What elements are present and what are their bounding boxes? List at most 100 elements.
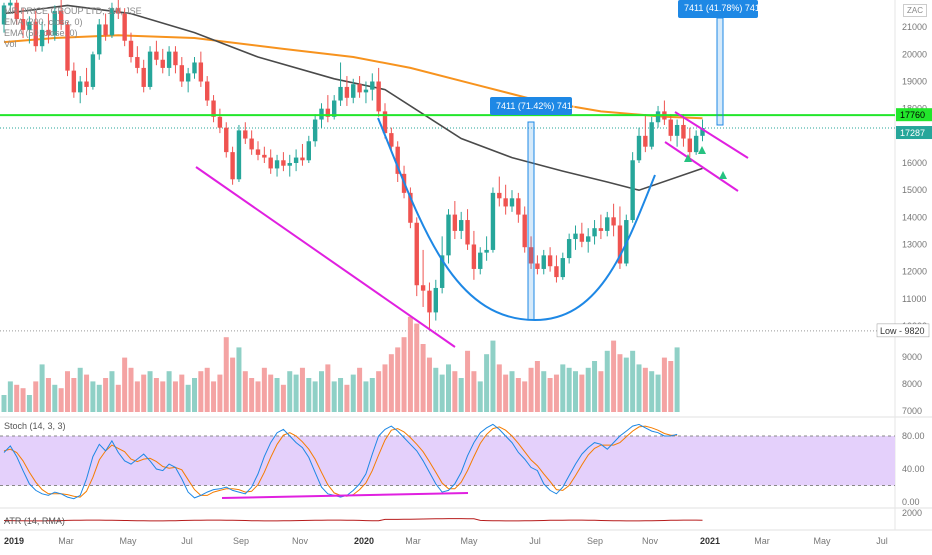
volume-bar — [147, 371, 153, 412]
candle-body — [522, 214, 527, 248]
volume-bar — [115, 384, 121, 412]
price-tick-label: 12000 — [902, 267, 927, 277]
volume-bar — [642, 367, 648, 412]
candle-body — [160, 59, 165, 68]
candle-body — [681, 124, 686, 139]
volume-bar — [134, 381, 140, 412]
volume-bar — [465, 350, 471, 412]
x-tick-label: 2019 — [4, 536, 24, 546]
candle-body — [243, 130, 248, 139]
price-tick-label: 14000 — [902, 212, 927, 222]
volume-bar — [477, 381, 483, 412]
volume-bar — [363, 381, 369, 412]
candle-body — [90, 54, 96, 87]
volume-bar — [471, 371, 477, 412]
candle-body — [224, 127, 229, 153]
volume-bar — [509, 371, 515, 412]
candle-body — [497, 192, 502, 199]
volume-bar — [452, 371, 458, 412]
price-tag-last: 17287 — [900, 128, 925, 138]
volume-bar — [503, 374, 509, 412]
candle-body — [586, 236, 591, 242]
volume-bar — [274, 378, 280, 412]
volume-bar — [547, 378, 553, 412]
volume-bar — [541, 371, 547, 412]
volume-bar — [223, 337, 229, 412]
measure-box-1 — [527, 121, 535, 321]
candle-body — [674, 124, 680, 136]
candle-body — [408, 192, 413, 223]
candle-body — [211, 100, 216, 117]
volume-bar — [261, 367, 267, 412]
volume-bar — [420, 344, 426, 412]
chart-legend: MR PRICE GROUP LTD, 1W, JSE EMA (200, cl… — [4, 6, 142, 50]
candle-body — [668, 119, 673, 136]
candle-body — [395, 146, 400, 174]
candle-body — [478, 252, 483, 269]
candle-body — [643, 135, 648, 147]
volume-bar — [560, 364, 566, 412]
candle-body — [700, 128, 705, 136]
volume-bar — [236, 347, 242, 412]
candle-body — [427, 290, 432, 313]
stoch-divergence-line — [221, 492, 469, 499]
candle-body — [649, 122, 654, 147]
candle-body — [687, 138, 692, 153]
candle-body — [97, 24, 102, 55]
volume-bar — [668, 361, 674, 412]
candle-body — [566, 239, 572, 259]
volume-bar — [192, 378, 197, 412]
stoch-tick-label: 80.00 — [902, 431, 925, 441]
volume-tick-label: 8000 — [902, 379, 922, 389]
atr-line — [3, 518, 703, 522]
volume-bar — [77, 367, 83, 412]
measure-label-2: 7411 (41.78%) 7411 — [684, 3, 764, 13]
price-tick-label: 20000 — [902, 49, 927, 59]
volume-bar — [26, 395, 32, 412]
volume-bar — [172, 381, 178, 412]
volume-bar — [58, 388, 64, 412]
volume-bar — [350, 374, 356, 412]
candle-body — [249, 138, 254, 150]
candle-body — [655, 111, 661, 123]
candle-body — [300, 157, 305, 161]
candle-body — [338, 86, 343, 101]
downtrend-line — [195, 166, 456, 348]
candle-body — [14, 2, 19, 20]
volume-bar — [344, 384, 350, 412]
candle-body — [262, 154, 267, 158]
volume-bar — [84, 374, 90, 412]
volume-bar — [338, 378, 344, 412]
x-tick-label: Mar — [405, 536, 421, 546]
candle-body — [465, 220, 470, 245]
candle-body — [598, 228, 604, 231]
measure-label-1: 7411 (71.42%) 7411 — [496, 101, 576, 111]
x-tick-label: May — [813, 536, 831, 546]
candle-body — [287, 162, 292, 166]
atr-tick-label: 2000 — [902, 508, 922, 518]
candle-body — [128, 40, 134, 58]
candle-body — [20, 19, 26, 30]
price-tick-label: 19000 — [902, 76, 927, 86]
candle-body — [166, 51, 172, 68]
measure-label-2-box — [678, 0, 758, 18]
low-label: Low - 9820 — [880, 326, 925, 336]
stoch-label: Stoch (14, 3, 3) — [4, 421, 66, 431]
currency-badge[interactable]: ZAC — [903, 4, 927, 17]
volume-bar — [211, 381, 217, 412]
candle-body — [52, 10, 57, 36]
candle-body — [573, 233, 578, 240]
candle-body — [516, 198, 521, 215]
candle-body — [351, 84, 356, 98]
volume-bar — [7, 381, 13, 412]
volume-bar — [573, 371, 578, 412]
volume-bar — [39, 364, 45, 412]
candle-body — [414, 222, 419, 286]
volume-bar — [217, 374, 223, 412]
candle-body — [65, 24, 70, 71]
volume-bar — [96, 384, 102, 412]
candle-body — [433, 287, 438, 313]
candle-body — [617, 225, 623, 264]
